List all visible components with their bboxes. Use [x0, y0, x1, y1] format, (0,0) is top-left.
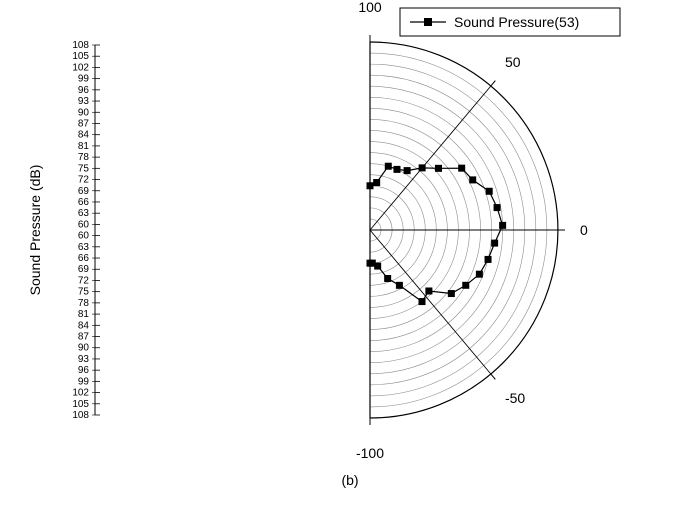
y-tick-label: 93 — [78, 354, 90, 365]
y-tick-label: 81 — [78, 309, 90, 320]
y-tick-label: 84 — [78, 130, 90, 141]
polar-chart: 100500-50-100108105102999693908784817875… — [0, 0, 691, 506]
y-tick-label: 69 — [78, 186, 90, 197]
y-tick-label: 75 — [78, 163, 90, 174]
angle-label: 50 — [505, 54, 521, 70]
angle-label: 100 — [358, 0, 382, 15]
y-tick-label: 102 — [72, 62, 89, 73]
y-tick-label: 105 — [72, 399, 89, 410]
y-axis-label: Sound Pressure (dB) — [27, 165, 43, 296]
series-marker — [485, 256, 492, 263]
series-marker — [458, 165, 465, 172]
y-tick-label: 108 — [72, 40, 89, 51]
y-tick-label: 87 — [78, 118, 90, 129]
series-marker — [419, 298, 426, 305]
series-marker — [419, 164, 426, 171]
angle-label: 0 — [580, 222, 588, 238]
series-marker — [385, 163, 392, 170]
y-tick-label: 87 — [78, 332, 90, 343]
series-marker — [367, 182, 374, 189]
y-tick-label: 84 — [78, 320, 90, 331]
series-marker — [499, 222, 506, 229]
y-tick-label: 81 — [78, 141, 90, 152]
angle-label: -50 — [505, 390, 525, 406]
y-tick-label: 90 — [78, 343, 90, 354]
series-marker — [384, 275, 391, 282]
y-tick-label: 96 — [78, 365, 90, 376]
series-marker — [425, 287, 432, 294]
series-marker — [393, 166, 400, 173]
series-marker — [448, 290, 455, 297]
y-tick-label: 78 — [78, 152, 90, 163]
y-tick-label: 63 — [78, 208, 90, 219]
y-tick-label: 102 — [72, 388, 89, 399]
y-tick-label: 69 — [78, 264, 90, 275]
caption: (b) — [341, 472, 358, 488]
series-marker — [367, 260, 374, 267]
y-tick-label: 75 — [78, 287, 90, 298]
legend-label: Sound Pressure(53) — [454, 14, 579, 30]
series-marker — [396, 282, 403, 289]
y-tick-label: 63 — [78, 242, 90, 253]
y-tick-label: 78 — [78, 298, 90, 309]
y-tick-label: 90 — [78, 107, 90, 118]
y-tick-label: 99 — [78, 74, 90, 85]
angle-label: -100 — [356, 445, 384, 461]
y-tick-label: 60 — [78, 219, 90, 230]
y-tick-label: 66 — [78, 253, 90, 264]
series-marker — [486, 188, 493, 195]
series-marker — [476, 271, 483, 278]
series-marker — [491, 240, 498, 247]
y-tick-label: 105 — [72, 51, 89, 62]
series-marker — [469, 176, 476, 183]
legend-marker — [424, 18, 432, 26]
y-tick-label: 72 — [78, 175, 90, 186]
y-tick-label: 99 — [78, 376, 90, 387]
y-tick-label: 93 — [78, 96, 90, 107]
y-tick-label: 60 — [78, 231, 90, 242]
y-tick-label: 66 — [78, 197, 90, 208]
y-tick-label: 72 — [78, 275, 90, 286]
series-marker — [435, 165, 442, 172]
series-marker — [404, 167, 411, 174]
y-tick-label: 108 — [72, 410, 89, 421]
series-marker — [462, 282, 469, 289]
y-tick-label: 96 — [78, 85, 90, 96]
series-marker — [494, 204, 501, 211]
series-marker — [373, 179, 380, 186]
